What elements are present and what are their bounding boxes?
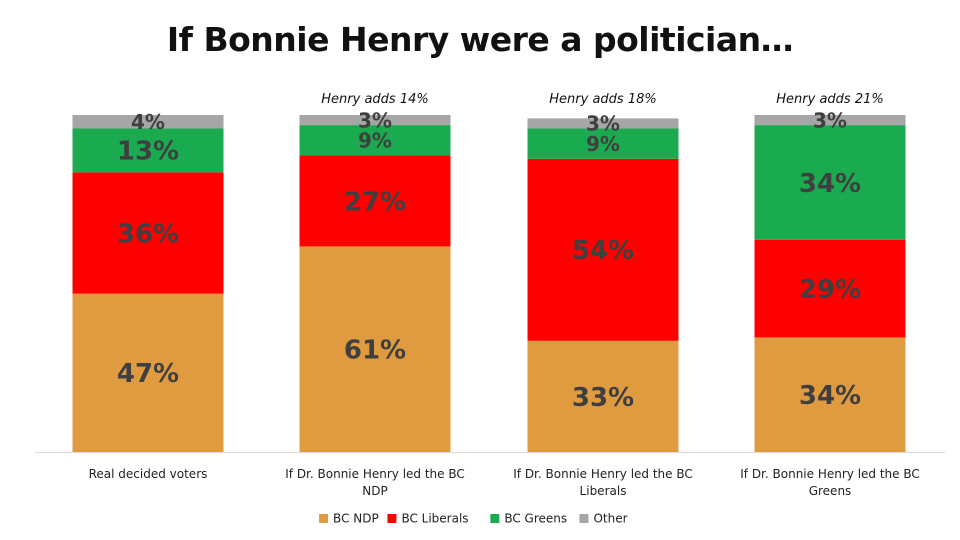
category-label: If Dr. Bonnie Henry led the BC: [285, 467, 465, 481]
legend-swatch: [579, 514, 589, 523]
legend-entry: Other: [593, 512, 627, 526]
bar-bc-greens-0: [72, 128, 224, 173]
bar-bc-greens-1: [299, 125, 451, 156]
bar-other-2: [527, 118, 679, 129]
bar-bc-ndp-0: [72, 293, 224, 452]
legend-swatch: [319, 514, 329, 523]
bar-bc-liberals-1: [299, 155, 451, 247]
bar-bc-greens-3: [754, 125, 906, 240]
bar-other-1: [299, 115, 451, 126]
legend-swatch: [490, 514, 500, 523]
bar-bc-liberals-2: [527, 158, 679, 341]
category-label: Liberals: [580, 484, 627, 498]
legend-entry: BC Greens: [504, 512, 567, 526]
chart-title: If Bonnie Henry were a politician…: [166, 20, 794, 59]
bar-bc-liberals-0: [72, 172, 224, 294]
category-label: Greens: [809, 484, 852, 498]
data-label: 9%: [358, 128, 392, 152]
data-label: 4%: [131, 110, 165, 134]
data-label: 34%: [799, 381, 861, 411]
data-label: 34%: [799, 169, 861, 199]
bar-bc-ndp-3: [754, 337, 906, 452]
data-label: 3%: [813, 108, 847, 132]
data-label: 47%: [117, 359, 179, 389]
annotation-label: Henry adds 21%: [776, 92, 883, 107]
data-label: 3%: [586, 112, 620, 136]
legend-swatch: [387, 514, 397, 523]
category-label: If Dr. Bonnie Henry led the BC: [513, 467, 693, 481]
data-label: 29%: [799, 275, 861, 305]
bar-bc-ndp-1: [299, 246, 451, 452]
data-label: 33%: [572, 383, 634, 413]
data-label: 9%: [586, 132, 620, 156]
annotation-label: Henry adds 14%: [321, 92, 428, 107]
bar-bc-liberals-3: [754, 239, 906, 338]
data-label: 54%: [572, 236, 634, 266]
data-label: 36%: [117, 219, 179, 249]
data-label: 61%: [344, 336, 406, 366]
category-label: NDP: [362, 484, 387, 498]
annotation-label: Henry adds 18%: [549, 92, 656, 107]
data-label: 27%: [344, 187, 406, 217]
category-label: Real decided voters: [89, 467, 208, 481]
legend-entry: BC Liberals: [401, 512, 468, 526]
data-label: 13%: [117, 137, 179, 167]
category-label: If Dr. Bonnie Henry led the BC: [740, 467, 920, 481]
bar-other-3: [754, 115, 906, 126]
legend-entry: BC NDP: [333, 512, 379, 526]
bar-bc-ndp-2: [527, 340, 679, 452]
data-label: 3%: [358, 108, 392, 132]
bar-other-0: [72, 115, 224, 129]
bar-bc-greens-2: [527, 128, 679, 159]
